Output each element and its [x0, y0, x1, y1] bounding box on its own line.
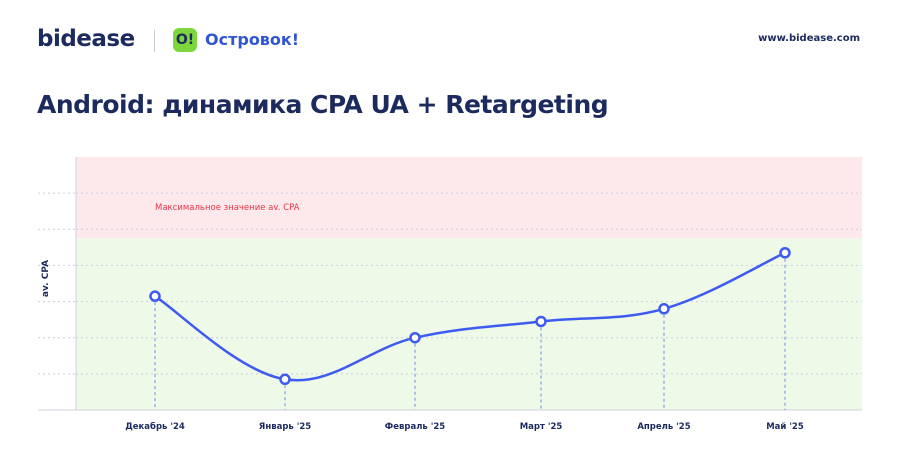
bidease-logo: bidease [37, 26, 135, 52]
data-point [149, 290, 161, 302]
max-cpa-zone [76, 157, 862, 239]
partner-name: Островок! [205, 30, 300, 49]
website-link[interactable]: www.bidease.com [758, 33, 860, 44]
y-axis-label: av. CPA [41, 260, 51, 297]
x-tick-label: Декабрь '24 [125, 421, 185, 432]
x-tick-label: Февраль '25 [385, 422, 445, 432]
x-tick-label: Январь '25 [259, 422, 311, 432]
data-point [279, 373, 291, 386]
data-point [535, 315, 547, 328]
header-divider [154, 30, 155, 52]
data-point [409, 331, 421, 344]
cpa-line-chart: av. CPA Максимальное значение av. CPA Дека… [38, 157, 862, 432]
cpa-series-line [154, 251, 786, 382]
page-title: Android: динамика CPA UA + Retargeting [37, 90, 609, 119]
x-tick-label: Март '25 [520, 422, 563, 432]
acceptable-cpa-zone [76, 238, 862, 410]
data-point [779, 247, 791, 259]
data-point [658, 303, 670, 315]
max-cpa-annotation: Максимальное значение av. CPA [155, 203, 300, 213]
partner-logo-icon: O! [173, 28, 197, 52]
x-tick-label: Апрель '25 [637, 422, 690, 432]
x-tick-label: Май '25 [766, 422, 804, 432]
